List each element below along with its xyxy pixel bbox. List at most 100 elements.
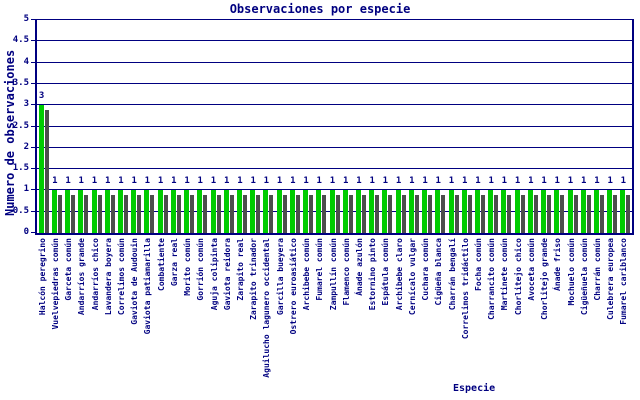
- x-category-label: Cigüeña blanca: [434, 238, 444, 306]
- bar-shadow: [586, 195, 591, 233]
- bar: [422, 190, 428, 233]
- bar-shadow: [467, 195, 472, 233]
- y-tick: [31, 232, 35, 233]
- bar-shadow: [428, 195, 433, 233]
- x-category-label: Flamenco común: [341, 238, 351, 306]
- bar-shadow: [137, 195, 142, 233]
- bar-shadow: [216, 195, 221, 233]
- gridline: [37, 125, 632, 127]
- y-tick-label: 2.5: [12, 120, 29, 131]
- bar-shadow: [322, 195, 327, 233]
- bar-value-label: 1: [224, 176, 230, 187]
- x-category-label: Ánade azulón: [354, 238, 364, 296]
- gridline: [37, 189, 632, 191]
- bar-shadow: [613, 195, 618, 233]
- x-category-label: Charrán bengalí: [447, 238, 457, 311]
- bar: [607, 190, 613, 233]
- bar: [131, 190, 137, 233]
- bar-shadow: [57, 195, 62, 233]
- bar-value-label: 1: [541, 176, 547, 187]
- x-category-label: Andarríos grande: [77, 238, 87, 316]
- bar-shadow: [163, 195, 168, 233]
- bar: [342, 190, 348, 233]
- bar: [554, 190, 560, 233]
- bar-value-label: 1: [91, 176, 98, 187]
- bar: [210, 190, 216, 233]
- bar-value-label: 3: [38, 91, 45, 102]
- y-tick-label: 1.5: [12, 163, 29, 174]
- bar: [580, 190, 586, 233]
- y-tick-label: 1: [23, 184, 29, 195]
- x-category-label: Cuchara común: [421, 238, 431, 301]
- bar-value-label: 1: [356, 176, 362, 187]
- bar-value-label: 1: [250, 176, 256, 187]
- bar-value-label: 1: [329, 176, 336, 187]
- bar: [223, 190, 229, 233]
- x-category-label: Garceta común: [64, 238, 74, 301]
- x-category-label: Archibebe común: [302, 238, 312, 311]
- bar-value-label: 1: [131, 176, 137, 187]
- gridline: [37, 210, 632, 212]
- bar: [276, 190, 282, 233]
- x-category-label: Culebrera europea: [606, 238, 616, 320]
- x-category-label: Gaviota reidora: [222, 238, 232, 311]
- bar: [382, 190, 388, 233]
- x-category-label: Garcilla bueyera: [275, 238, 285, 316]
- bar-shadow: [441, 195, 446, 233]
- bar-value-label: 1: [118, 176, 124, 187]
- x-category-label: Gorrión común: [196, 238, 206, 301]
- bar: [474, 190, 480, 233]
- bar-value-label: 1: [369, 176, 375, 187]
- y-tick: [31, 210, 35, 212]
- y-tick: [31, 168, 35, 170]
- bar-shadow: [44, 110, 49, 233]
- bar-value-label: 1: [607, 176, 613, 187]
- bar-value-label: 1: [554, 176, 560, 187]
- bar: [435, 190, 441, 233]
- bar: [395, 190, 401, 233]
- bar: [355, 190, 361, 233]
- bar-value-label: 1: [382, 176, 389, 187]
- bar: [236, 190, 242, 233]
- bar-value-label: 1: [237, 176, 243, 187]
- x-category-label: Chorlitejo grande: [540, 238, 550, 320]
- bar-value-label: 1: [78, 176, 84, 187]
- y-tick: [31, 82, 35, 84]
- bar-shadow: [97, 195, 102, 233]
- bar-shadow: [626, 195, 631, 233]
- y-tick-label: 3: [23, 99, 29, 110]
- y-tick: [31, 189, 35, 191]
- bar: [527, 190, 533, 233]
- bar-value-label: 1: [303, 176, 309, 187]
- x-category-labels: Halcón peregrino Vuelvepiedras común Garce…: [37, 238, 632, 383]
- x-category-label: Cigüeñuela común: [579, 238, 589, 316]
- bar: [620, 190, 626, 233]
- y-tick: [31, 104, 35, 106]
- x-category-label: Fumarel cariblanco: [619, 238, 629, 325]
- bar-value-label: 1: [157, 176, 164, 187]
- x-category-label: Andarríos chico: [90, 238, 100, 311]
- bar-value-label: 1: [65, 176, 71, 187]
- bar-shadow: [335, 195, 340, 233]
- x-category-label: Chorlitejo chico: [513, 238, 523, 316]
- bar-value-label: 1: [409, 176, 415, 187]
- bar: [250, 190, 256, 233]
- bar-shadow: [203, 195, 208, 233]
- bar-shadow: [533, 195, 538, 233]
- bar-shadow: [507, 195, 512, 233]
- x-category-label: Avoceta común: [526, 238, 536, 301]
- x-category-label: Mochuelo común: [566, 238, 576, 306]
- bar-value-label: 1: [184, 176, 190, 187]
- bar-shadow: [454, 195, 459, 233]
- bar-shadow: [361, 195, 366, 233]
- bar-shadow: [599, 195, 604, 233]
- bar: [303, 190, 309, 233]
- y-tick-label: 3.5: [12, 77, 29, 88]
- bar: [78, 190, 84, 233]
- bar-value-label: 1: [171, 176, 177, 187]
- gridline: [37, 40, 632, 42]
- bar-shadow: [150, 195, 155, 233]
- bar: [104, 190, 110, 233]
- bar-shadow: [401, 195, 406, 233]
